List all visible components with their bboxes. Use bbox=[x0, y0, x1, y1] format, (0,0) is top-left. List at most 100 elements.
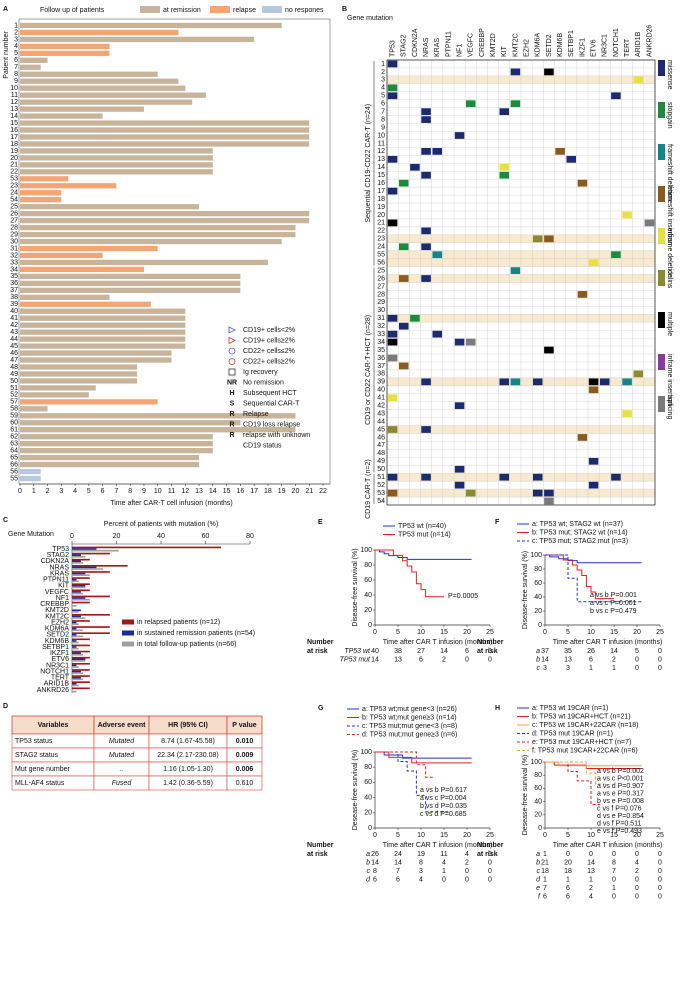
bar bbox=[72, 623, 79, 626]
swim-bar bbox=[20, 468, 41, 475]
mutation-cell bbox=[532, 235, 543, 243]
bar bbox=[72, 549, 119, 552]
mutation-cell bbox=[398, 275, 409, 282]
x-tick-label: 20 bbox=[292, 488, 300, 495]
risk-label: c bbox=[537, 868, 541, 875]
legend-label: d: TP53 mut;mut gene≥3 (n=6) bbox=[362, 731, 457, 738]
legend-swatch bbox=[122, 641, 134, 647]
risk-value: 14 bbox=[371, 656, 379, 663]
cell-text: 22.34 (2.17-230.08) bbox=[157, 752, 219, 759]
bar bbox=[72, 617, 86, 619]
cell-text: Mut gene number bbox=[15, 766, 71, 773]
risk-value: 4 bbox=[635, 859, 639, 866]
row-label: 51 bbox=[377, 474, 385, 481]
swim-bar bbox=[20, 259, 268, 266]
patient-label: 29 bbox=[10, 231, 18, 238]
mutation-cell bbox=[532, 489, 543, 497]
risk-value: 8 bbox=[419, 859, 423, 866]
mutation-cell bbox=[432, 251, 443, 259]
swim-bar bbox=[20, 357, 172, 363]
bar bbox=[72, 687, 90, 690]
risk-value: 0 bbox=[488, 656, 492, 663]
row-label: 34 bbox=[377, 339, 385, 346]
legend-marker bbox=[228, 347, 236, 355]
stat-annotation: d vs f P=0.511 bbox=[597, 820, 642, 827]
y-tick-label: 0 bbox=[538, 622, 542, 629]
row-label: 22 bbox=[377, 228, 385, 235]
survival-curve bbox=[545, 554, 642, 603]
y-tick-label: 80 bbox=[534, 772, 542, 779]
risk-value: 0 bbox=[488, 648, 492, 655]
risk-value: 0 bbox=[658, 876, 662, 883]
row-label: 12 bbox=[377, 148, 385, 155]
mutation-cell bbox=[588, 259, 599, 267]
x-tick-label: 6 bbox=[101, 488, 105, 495]
risk-title: Number bbox=[477, 842, 504, 849]
y-tick-label: 100 bbox=[360, 749, 372, 756]
swim-bar bbox=[20, 43, 110, 50]
swim-bar bbox=[20, 454, 200, 461]
row-label: 39 bbox=[377, 379, 385, 386]
legend-swatch bbox=[658, 102, 665, 118]
x-tick-label: 9 bbox=[142, 488, 146, 495]
risk-label: d bbox=[536, 876, 541, 883]
x-tick-label: 80 bbox=[246, 533, 254, 540]
risk-value: 20 bbox=[564, 859, 572, 866]
row-label: 28 bbox=[377, 291, 385, 298]
legend-label: inframe deletion bbox=[666, 228, 673, 278]
y-tick-label: KMT2C bbox=[45, 613, 69, 620]
risk-value: 2 bbox=[612, 656, 616, 663]
legend-swatch bbox=[658, 354, 665, 370]
row-label: 21 bbox=[377, 220, 385, 227]
y-tick-label: 20 bbox=[364, 607, 372, 614]
mutation-cell bbox=[633, 370, 644, 378]
survival-curve bbox=[375, 751, 435, 778]
x-tick-label: 10 bbox=[154, 488, 162, 495]
y-tick-label: NOTCH1 bbox=[40, 668, 69, 675]
legend-label: in sustained remission patients (n=54) bbox=[137, 630, 255, 637]
risk-value: 0 bbox=[635, 893, 639, 900]
row-label: 47 bbox=[377, 442, 385, 449]
bar bbox=[72, 681, 90, 683]
swim-bar bbox=[20, 294, 110, 300]
panel-label: B bbox=[342, 6, 347, 13]
row-label: 52 bbox=[377, 482, 385, 489]
swim-bar bbox=[20, 155, 213, 161]
swim-bar bbox=[20, 29, 179, 36]
patient-label: 62 bbox=[10, 434, 18, 441]
risk-value: 14 bbox=[587, 859, 595, 866]
y-tick-label: TERT bbox=[51, 675, 70, 682]
swim-bar bbox=[20, 245, 158, 252]
bar bbox=[72, 611, 79, 613]
risk-value: 4 bbox=[442, 859, 446, 866]
risk-value: 0 bbox=[658, 851, 662, 858]
gene-label: NRAS bbox=[423, 37, 430, 57]
risk-value: 14 bbox=[394, 859, 402, 866]
risk-value: 0 bbox=[658, 859, 662, 866]
legend-symbol: H bbox=[229, 390, 234, 397]
row-label: 10 bbox=[377, 132, 385, 139]
survival-curve bbox=[375, 549, 444, 598]
x-tick-label: 0 bbox=[543, 629, 547, 636]
bar bbox=[72, 564, 128, 567]
risk-label: a bbox=[536, 851, 540, 858]
patient-label: 42 bbox=[10, 322, 18, 329]
bar bbox=[72, 572, 86, 575]
patient-label: 25 bbox=[10, 204, 18, 211]
legend-symbol: NR bbox=[227, 379, 237, 386]
y-tick-label: 60 bbox=[534, 580, 542, 587]
legend-swatch bbox=[658, 228, 665, 244]
swim-bar bbox=[20, 308, 186, 314]
risk-value: 5 bbox=[635, 648, 639, 655]
x-tick-label: 5 bbox=[396, 629, 400, 636]
row-label: 32 bbox=[377, 323, 385, 330]
risk-value: 1 bbox=[612, 885, 616, 892]
mutation-cell bbox=[499, 473, 510, 481]
patient-label: 4 bbox=[14, 43, 18, 50]
patient-label: 64 bbox=[10, 447, 18, 454]
bar bbox=[72, 613, 110, 616]
mutation-cell bbox=[387, 473, 398, 481]
mutation-cell bbox=[387, 155, 398, 163]
legend-label: in total follow-up patients (n=66) bbox=[137, 641, 236, 648]
risk-value: 8 bbox=[373, 868, 377, 875]
